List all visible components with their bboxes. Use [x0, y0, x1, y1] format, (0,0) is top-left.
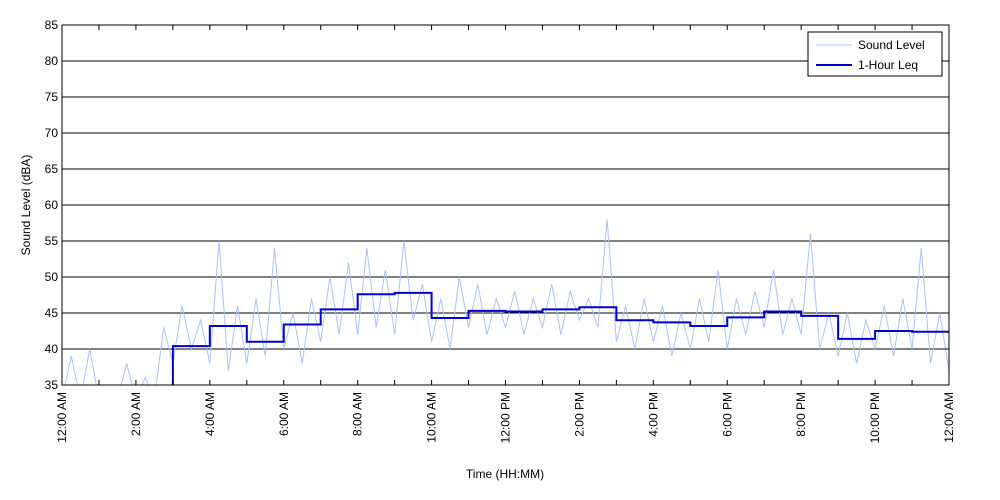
x-tick-label: 2:00 AM — [129, 392, 143, 436]
x-tick-label: 6:00 PM — [720, 392, 734, 437]
data-line — [64, 219, 949, 385]
y-axis-label: Sound Level (dBA) — [19, 155, 33, 256]
x-tick-label: 12:00 PM — [499, 392, 513, 443]
y-tick-label: 45 — [45, 306, 59, 320]
x-axis-label: Time (HH:MM) — [466, 467, 544, 481]
y-tick-label: 75 — [45, 90, 59, 104]
x-tick-label: 4:00 AM — [203, 392, 217, 436]
y-tick-label: 35 — [45, 378, 59, 392]
x-tick-label: 12:00 AM — [55, 392, 69, 443]
y-tick-label: 50 — [45, 270, 59, 284]
legend: Sound Level 1-Hour Leq — [807, 31, 943, 77]
legend-label: Sound Level — [858, 38, 925, 52]
x-tick-label: 10:00 AM — [425, 392, 439, 443]
x-tick-label: 6:00 AM — [277, 392, 291, 436]
x-tick-label: 10:00 PM — [868, 392, 882, 443]
legend-label: 1-Hour Leq — [858, 58, 918, 72]
step-line — [171, 291, 949, 385]
lines — [64, 219, 949, 385]
y-tick-label: 85 — [45, 18, 59, 32]
x-tick-label: 8:00 PM — [794, 392, 808, 437]
y-tick-label: 70 — [45, 126, 59, 140]
y-tick-label: 80 — [45, 54, 59, 68]
x-tick-label: 12:00 AM — [942, 392, 956, 443]
y-tick-label: 60 — [45, 198, 59, 212]
y-tick-label: 65 — [45, 162, 59, 176]
x-tick-label: 4:00 PM — [646, 392, 660, 437]
y-tick-label: 55 — [45, 234, 59, 248]
x-tick-label: 2:00 PM — [572, 392, 586, 437]
axes: 35 40 45 50 55 60 65 70 75 80 85 12:00 AM 2:00 AM 4:0… — [45, 18, 956, 443]
y-tick-label: 40 — [45, 342, 59, 356]
x-tick-label: 8:00 AM — [351, 392, 365, 436]
legend-box — [807, 31, 943, 77]
